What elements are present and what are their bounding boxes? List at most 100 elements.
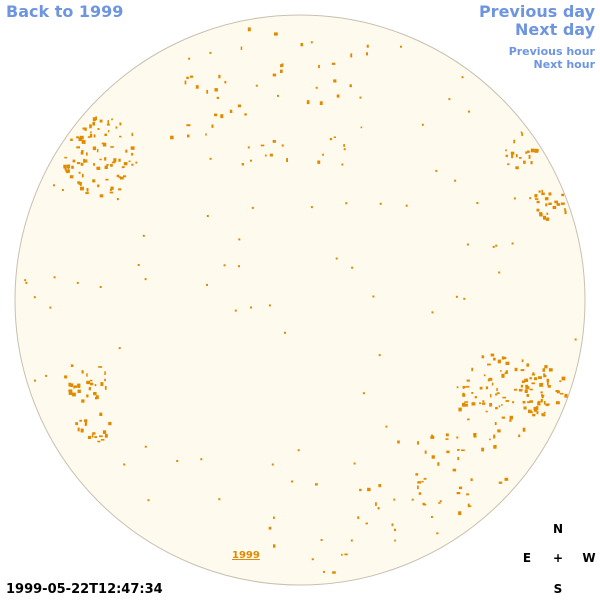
active-region-marker	[76, 136, 80, 139]
active-region-marker	[561, 376, 566, 381]
active-region-marker	[523, 160, 526, 164]
active-region-marker	[456, 436, 459, 439]
active-region-marker	[311, 558, 314, 561]
active-region-marker	[118, 347, 121, 350]
active-region-marker	[80, 163, 84, 166]
active-region-marker	[81, 140, 86, 144]
active-region-marker	[25, 281, 28, 284]
back-to-year-link[interactable]: Back to 1999	[6, 2, 124, 21]
active-region-marker	[118, 158, 121, 162]
previous-hour-link[interactable]: Previous hour	[508, 45, 595, 58]
active-region-marker	[394, 528, 396, 532]
active-region-marker	[362, 392, 365, 395]
active-region-marker	[81, 399, 85, 403]
active-region-marker	[229, 109, 233, 113]
active-region-marker	[498, 405, 501, 408]
active-region-marker	[430, 435, 435, 439]
active-region-marker	[87, 435, 92, 439]
active-region-marker	[70, 383, 74, 387]
active-region-marker	[431, 455, 435, 459]
active-region-marker	[94, 436, 97, 438]
solar-disk	[14, 14, 586, 586]
active-region-marker	[135, 161, 138, 164]
active-region-marker	[66, 169, 69, 174]
active-region-marker	[68, 382, 72, 387]
active-region-marker	[105, 178, 109, 181]
active-region-marker	[471, 402, 476, 406]
active-region-marker	[430, 516, 433, 518]
active-region-marker	[529, 197, 532, 200]
active-region-marker	[485, 410, 488, 413]
active-region-marker	[116, 198, 119, 201]
active-region-marker	[490, 394, 492, 398]
active-region-marker	[64, 167, 67, 171]
active-region-marker	[462, 392, 465, 396]
active-region-marker	[543, 411, 546, 414]
active-region-marker	[455, 295, 458, 298]
active-region-marker	[322, 153, 324, 156]
active-region-marker	[73, 385, 78, 388]
active-region-marker	[24, 279, 27, 282]
active-region-marker	[521, 132, 524, 136]
active-region-marker	[461, 76, 464, 79]
active-region-marker	[89, 124, 92, 129]
active-region-marker	[418, 492, 422, 495]
active-region-marker	[80, 151, 84, 155]
active-region-marker	[534, 408, 538, 412]
active-region-marker	[372, 295, 375, 298]
active-region-marker	[247, 27, 251, 32]
active-region-markers	[24, 27, 577, 574]
active-region-marker	[545, 203, 548, 207]
active-region-marker	[218, 74, 221, 79]
active-region-marker	[557, 203, 561, 206]
active-region-marker	[33, 296, 36, 299]
active-region-marker	[552, 205, 557, 209]
active-region-marker	[86, 188, 89, 192]
active-region-marker	[530, 148, 535, 153]
active-region-marker	[241, 163, 244, 166]
active-region-marker	[87, 136, 92, 138]
active-region-marker	[310, 206, 313, 209]
next-day-link[interactable]: Next day	[515, 20, 595, 39]
active-region-marker	[540, 399, 543, 402]
active-region-marker	[315, 483, 318, 486]
active-region-marker	[494, 422, 497, 426]
active-region-marker	[534, 194, 538, 198]
next-hour-link[interactable]: Next hour	[533, 58, 596, 71]
active-region-marker	[247, 146, 250, 149]
active-region-marker	[99, 194, 104, 198]
active-region-marker	[61, 189, 64, 191]
compass-center-icon: +	[552, 551, 564, 565]
active-region-marker	[269, 153, 273, 157]
active-region-marker	[123, 175, 127, 178]
active-region-marker	[323, 570, 325, 573]
active-region-marker	[78, 181, 82, 185]
active-region-marker	[333, 136, 336, 138]
active-region-marker	[99, 286, 102, 288]
active-region-marker	[501, 356, 505, 360]
active-region-marker	[49, 306, 52, 309]
active-region-marker	[473, 433, 477, 437]
active-region-marker	[264, 154, 267, 157]
active-region-marker	[522, 427, 526, 432]
active-region-marker	[280, 69, 283, 73]
active-region-marker	[505, 370, 508, 374]
active-region-marker	[548, 202, 552, 205]
active-region-marker	[559, 392, 564, 395]
active-region-marker	[332, 571, 336, 574]
active-region-marker	[88, 387, 91, 391]
active-region-marker	[268, 304, 271, 307]
active-region-marker	[333, 79, 337, 83]
active-region-marker	[92, 179, 96, 183]
active-region-marker	[95, 116, 97, 121]
active-region-marker	[90, 382, 94, 386]
active-region-marker	[119, 176, 124, 180]
active-region-marker	[523, 406, 527, 410]
active-region-marker	[452, 468, 457, 472]
previous-day-link[interactable]: Previous day	[478, 2, 595, 21]
active-region-marker	[84, 127, 87, 131]
year-link[interactable]: 1999	[232, 550, 260, 561]
active-region-marker	[546, 212, 549, 215]
active-region-marker	[271, 463, 274, 466]
active-region-marker	[123, 162, 128, 166]
